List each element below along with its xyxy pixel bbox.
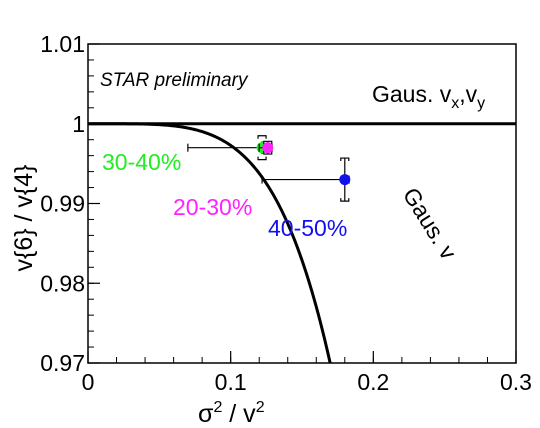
x-title-sup: 2 [213, 399, 222, 416]
x-tick-label: 0.3 [500, 369, 532, 395]
gaus-sep: , [459, 81, 465, 107]
y-tick-label: 1 [72, 111, 85, 137]
x-tick-label: 0 [82, 369, 95, 395]
y-sys-cap-high [263, 140, 273, 145]
x-axis-title: σ2 / v2 [198, 399, 265, 428]
gaus-vx-vy-label: Gaus. vx,vy [372, 81, 485, 112]
x-title-sigma: σ [198, 400, 214, 428]
label-40-50: 40-50% [268, 215, 347, 241]
x-tick-label: 0.1 [215, 369, 247, 395]
data-point-30-40% [187, 135, 272, 161]
gaus-vx-sub: x [451, 95, 459, 112]
y-sys-cap-low [257, 156, 267, 161]
gaus-v-curve [88, 122, 332, 364]
curves [88, 122, 516, 364]
y-sys-cap-high [257, 135, 267, 139]
y-sys-cap-high [340, 157, 350, 162]
y-tick-label: 0.98 [40, 270, 85, 296]
y-tick-label: 1.01 [40, 31, 85, 57]
data-point-40-50% [261, 157, 351, 202]
marker-20-30% [262, 142, 274, 154]
preliminary-label: STAR preliminary [100, 70, 249, 91]
y-sys-cap-low [263, 151, 273, 155]
label-30-40: 30-40% [102, 149, 181, 175]
data-points [187, 135, 351, 202]
x-title-mid: / v [222, 400, 256, 428]
gaus-vx-vy-name: Gaus. v [372, 81, 452, 107]
y-sys-cap-low [340, 198, 350, 202]
y-tick-label: 0.97 [40, 350, 85, 376]
gaus-vy-name: v [466, 81, 478, 107]
y-axis-title: v{6} / v{4} [10, 164, 38, 271]
gaus-v-label: Gaus. v [398, 183, 462, 264]
plot-frame-box [87, 43, 517, 364]
plot-frame [87, 43, 517, 364]
x-tick-label: 0.2 [357, 369, 389, 395]
gaus-vy-sub: y [477, 95, 485, 112]
marker-40-50% [339, 174, 351, 186]
label-20-30: 20-30% [173, 194, 252, 220]
x-title-sup2: 2 [256, 399, 265, 416]
ticks: 0 0.1 0.2 0.3 0.97 0.98 0.99 1 1.01 [40, 31, 532, 395]
data-point-20-30% [258, 140, 274, 155]
y-tick-label: 0.99 [40, 191, 85, 217]
